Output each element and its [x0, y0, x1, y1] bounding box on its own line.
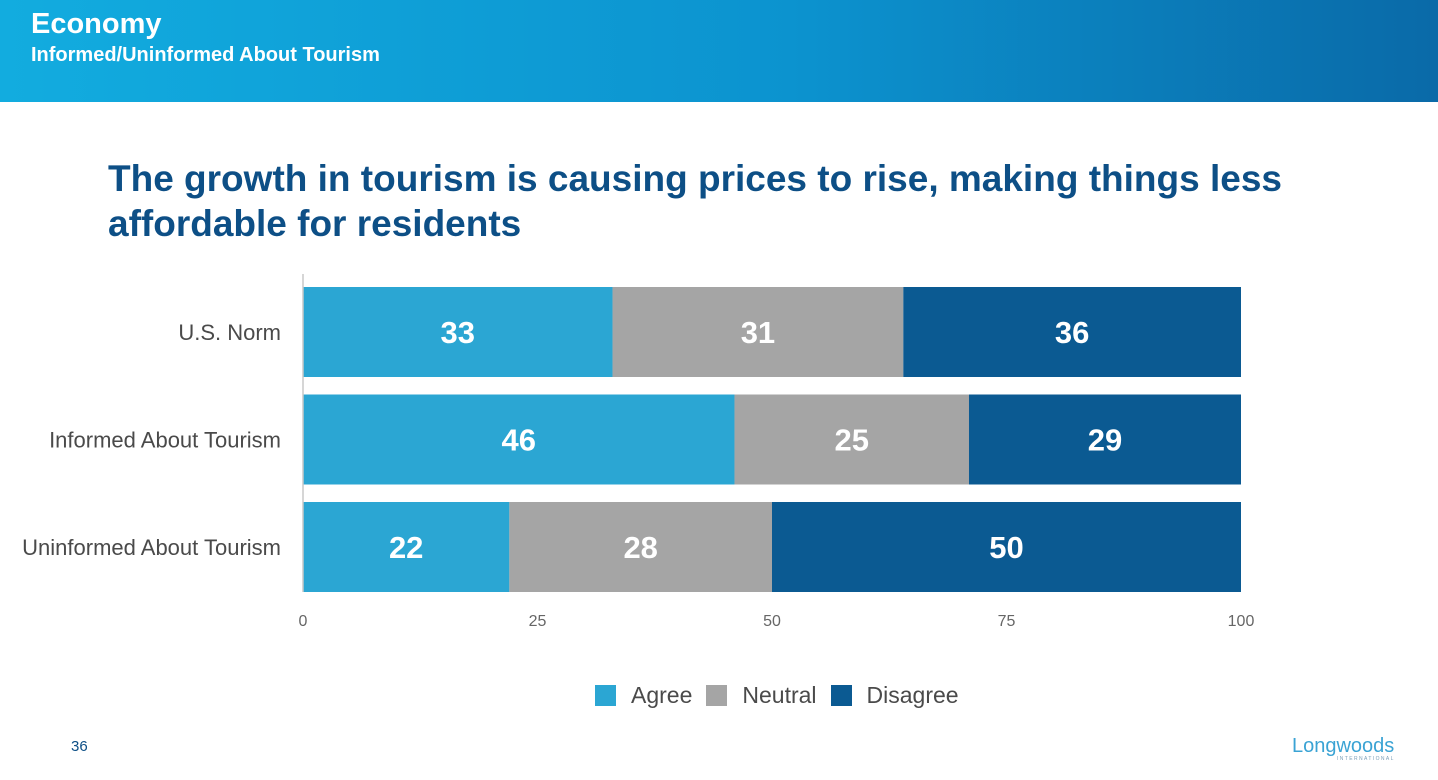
- legend-label-agree: Agree: [631, 681, 693, 708]
- bar-disagree-informed-about-tourism: [968, 394, 1241, 485]
- legend-label-disagree: Disagree: [866, 681, 959, 708]
- legend-item-disagree: Disagree: [830, 681, 959, 709]
- chart-title: The growth in tourism is causing prices …: [108, 158, 1282, 244]
- section-title: Economy: [31, 8, 162, 40]
- page-number: 36: [71, 738, 88, 755]
- x-tick-label-25: 25: [529, 613, 547, 630]
- logo-subtext: INTERNATIONAL: [1337, 756, 1395, 762]
- bar-neutral-u-s-norm: [612, 287, 904, 377]
- legend-label-neutral: Neutral: [742, 681, 817, 708]
- logo-wordmark: Longwoods: [1292, 735, 1394, 757]
- legend-swatch-disagree: [830, 684, 852, 706]
- section-subtitle: Informed/Uninformed About Tourism: [31, 44, 380, 66]
- x-tick-label-0: 0: [299, 613, 308, 630]
- legend-swatch-agree: [595, 684, 616, 706]
- data-label-agree-uninformed-about-tourism: 22: [389, 530, 423, 565]
- legend-item-agree: Agree: [595, 682, 692, 709]
- data-label-disagree-u-s-norm: 36: [1055, 315, 1089, 350]
- header-band: Economy Informed/Uninformed About Touris…: [0, 0, 1438, 102]
- x-tick-label-100: 100: [1228, 613, 1255, 630]
- bar-neutral-uninformed-about-tourism: [509, 502, 772, 592]
- data-label-neutral-informed-about-tourism: 25: [834, 423, 868, 458]
- category-label-u-s-norm: U.S. Norm: [178, 320, 281, 345]
- chart-legend: Agree Neutral Disagree: [595, 681, 973, 709]
- stacked-bar-chart: U.S. Norm 33 31 36 Informed About Tourism 46 2…: [22, 274, 1255, 630]
- category-label-informed-about-tourism: Informed About Tourism: [49, 428, 281, 453]
- longwoods-logo: Longwoods INTERNATIONAL: [1292, 735, 1395, 762]
- bar-agree-informed-about-tourism: [303, 394, 735, 485]
- data-label-agree-u-s-norm: 33: [441, 315, 475, 350]
- bar-agree-u-s-norm: [303, 287, 613, 377]
- data-label-neutral-u-s-norm: 31: [741, 315, 775, 350]
- data-label-neutral-uninformed-about-tourism: 28: [623, 530, 657, 565]
- legend-item-neutral: Neutral: [706, 681, 817, 709]
- bar-disagree-u-s-norm: [903, 287, 1241, 377]
- bar-disagree-uninformed-about-tourism: [772, 502, 1241, 592]
- x-tick-label-75: 75: [998, 613, 1016, 630]
- data-label-disagree-informed-about-tourism: 29: [1088, 423, 1122, 458]
- bar-agree-uninformed-about-tourism: [303, 502, 510, 592]
- legend-swatch-neutral: [706, 684, 728, 706]
- x-tick-label-50: 50: [763, 613, 781, 630]
- category-label-uninformed-about-tourism: Uninformed About Tourism: [22, 535, 281, 560]
- bar-neutral-informed-about-tourism: [734, 394, 969, 485]
- data-label-disagree-uninformed-about-tourism: 50: [989, 530, 1023, 565]
- data-label-agree-informed-about-tourism: 46: [501, 423, 535, 458]
